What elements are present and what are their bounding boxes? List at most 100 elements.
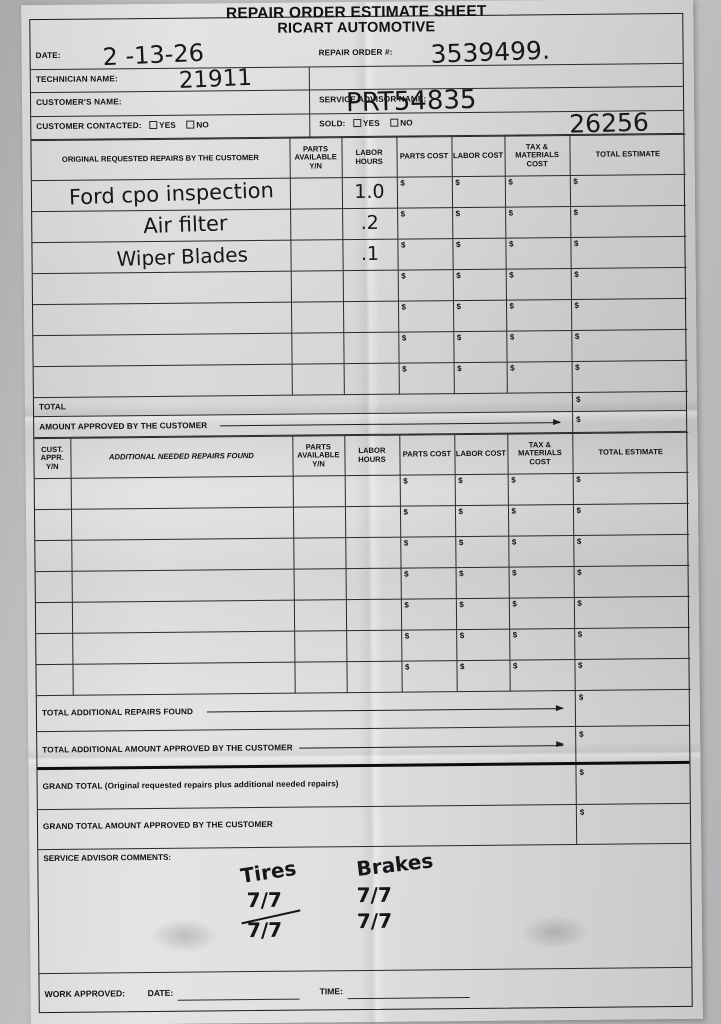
cell-labor-hours[interactable]	[342, 270, 398, 302]
cell-total-estimate[interactable]	[570, 298, 688, 331]
cell-tax-materials-cost[interactable]	[508, 566, 574, 599]
cell-labor-hours[interactable]	[342, 301, 399, 333]
cell-tax-materials-cost[interactable]	[509, 628, 575, 661]
cell-parts-available[interactable]	[290, 270, 343, 303]
cell-labor-cost[interactable]	[454, 474, 508, 506]
cell-labor-hours[interactable]: 1.0	[341, 177, 398, 209]
cell-parts-cost[interactable]	[399, 474, 455, 507]
footer-date-line[interactable]	[177, 998, 300, 1001]
cell-parts-cost[interactable]	[397, 238, 453, 271]
cell-parts-cost[interactable]	[398, 362, 454, 395]
cell-parts-cost[interactable]	[400, 567, 456, 600]
cell-labor-cost[interactable]	[452, 238, 506, 270]
cell-parts-cost[interactable]	[399, 505, 456, 538]
cell-parts-available[interactable]	[294, 661, 347, 694]
cell-labor-hours[interactable]	[346, 661, 402, 693]
cell-description[interactable]	[70, 476, 293, 510]
cell-total-estimate[interactable]	[570, 205, 687, 238]
cell-labor-cost[interactable]	[451, 176, 506, 208]
cell-parts-cost[interactable]	[401, 629, 457, 662]
checkbox-icon[interactable]	[186, 120, 195, 129]
cell-description[interactable]	[72, 662, 295, 696]
cell-parts-cost[interactable]	[397, 300, 454, 333]
cell-description[interactable]	[70, 507, 294, 541]
cell-description[interactable]	[71, 569, 294, 603]
cell-tax-materials-cost[interactable]	[504, 175, 571, 208]
cell-description[interactable]	[71, 600, 295, 634]
cell-total-estimate[interactable]	[570, 267, 687, 300]
cell-labor-cost[interactable]	[453, 362, 507, 394]
cell-tax-materials-cost[interactable]	[506, 361, 572, 394]
cell-parts-available[interactable]	[289, 177, 343, 210]
cell-total-estimate[interactable]	[574, 627, 691, 660]
cell-labor-hours[interactable]	[345, 537, 401, 569]
cell-cust-appr[interactable]	[35, 540, 72, 572]
cell-labor-cost[interactable]	[452, 269, 506, 301]
cell-parts-cost[interactable]	[396, 176, 453, 209]
total-additional-amount-cell[interactable]	[574, 688, 692, 726]
cell-tax-materials-cost[interactable]	[507, 504, 574, 537]
cell-cust-appr[interactable]	[35, 602, 73, 634]
cell-parts-available[interactable]	[293, 599, 347, 632]
cell-parts-available[interactable]	[292, 506, 346, 539]
cell-labor-cost[interactable]	[453, 331, 507, 363]
cell-labor-hours[interactable]	[343, 332, 399, 364]
approved-amount-cell[interactable]	[572, 410, 689, 432]
cell-parts-cost[interactable]	[397, 207, 453, 240]
cell-description[interactable]	[71, 538, 294, 572]
cell-tax-materials-cost[interactable]	[508, 535, 574, 568]
cell-total-estimate[interactable]	[570, 236, 687, 269]
footer-time-line[interactable]	[347, 997, 470, 1000]
cell-tax-materials-cost[interactable]	[508, 597, 575, 630]
cell-tax-materials-cost[interactable]	[509, 659, 575, 692]
cell-parts-available[interactable]	[291, 332, 344, 365]
cell-labor-cost[interactable]	[452, 300, 507, 332]
cell-tax-materials-cost[interactable]	[505, 268, 571, 301]
cell-parts-cost[interactable]	[400, 598, 457, 631]
cell-labor-hours[interactable]	[345, 599, 402, 631]
cell-parts-cost[interactable]	[397, 269, 453, 302]
customer-contacted-no[interactable]: NO	[186, 120, 209, 129]
grand-total-amount-cell[interactable]	[575, 763, 692, 804]
cell-parts-cost[interactable]	[398, 331, 454, 364]
cell-parts-cost[interactable]	[401, 660, 457, 693]
cell-tax-materials-cost[interactable]	[505, 237, 571, 270]
cell-tax-materials-cost[interactable]	[507, 473, 573, 506]
total-amount-cell[interactable]	[571, 390, 689, 411]
cell-total-estimate[interactable]	[573, 534, 690, 567]
cell-parts-available[interactable]	[290, 208, 343, 241]
cell-cust-appr[interactable]	[35, 571, 72, 603]
cell-parts-cost[interactable]	[400, 536, 456, 569]
cell-description[interactable]	[33, 333, 292, 367]
cell-description[interactable]	[32, 302, 292, 336]
sold-yes[interactable]: YES	[352, 118, 380, 127]
total-additional-approved-cell[interactable]	[575, 725, 692, 762]
sold-no[interactable]: NO	[390, 118, 413, 127]
cell-labor-cost[interactable]	[455, 536, 509, 568]
cell-labor-hours[interactable]	[345, 568, 401, 600]
cell-labor-cost[interactable]	[455, 598, 510, 630]
cell-parts-available[interactable]	[290, 239, 343, 272]
cell-labor-hours[interactable]: .2	[342, 208, 398, 240]
cell-total-estimate[interactable]	[574, 658, 691, 691]
cell-labor-hours[interactable]	[343, 363, 399, 395]
cell-total-estimate[interactable]	[572, 503, 690, 536]
cell-labor-cost[interactable]	[455, 567, 509, 599]
checkbox-icon[interactable]	[149, 120, 158, 129]
cell-labor-hours[interactable]: .1	[342, 239, 398, 271]
checkbox-icon[interactable]	[352, 118, 361, 127]
cell-description[interactable]: Air filter	[32, 209, 291, 243]
cell-cust-appr[interactable]	[36, 633, 73, 665]
grand-total-approved-cell[interactable]	[575, 803, 693, 844]
cell-cust-appr[interactable]	[34, 478, 71, 510]
cell-tax-materials-cost[interactable]	[505, 206, 571, 239]
cell-labor-hours[interactable]	[344, 506, 401, 538]
cell-total-estimate[interactable]	[572, 472, 689, 505]
cell-labor-cost[interactable]	[452, 207, 506, 239]
cell-cust-appr[interactable]	[36, 664, 73, 696]
cell-cust-appr[interactable]	[34, 509, 72, 541]
cell-parts-available[interactable]	[291, 363, 344, 396]
checkbox-icon[interactable]	[390, 118, 399, 127]
customer-contacted-yes[interactable]: YES	[149, 120, 176, 129]
cell-description[interactable]	[72, 631, 295, 665]
